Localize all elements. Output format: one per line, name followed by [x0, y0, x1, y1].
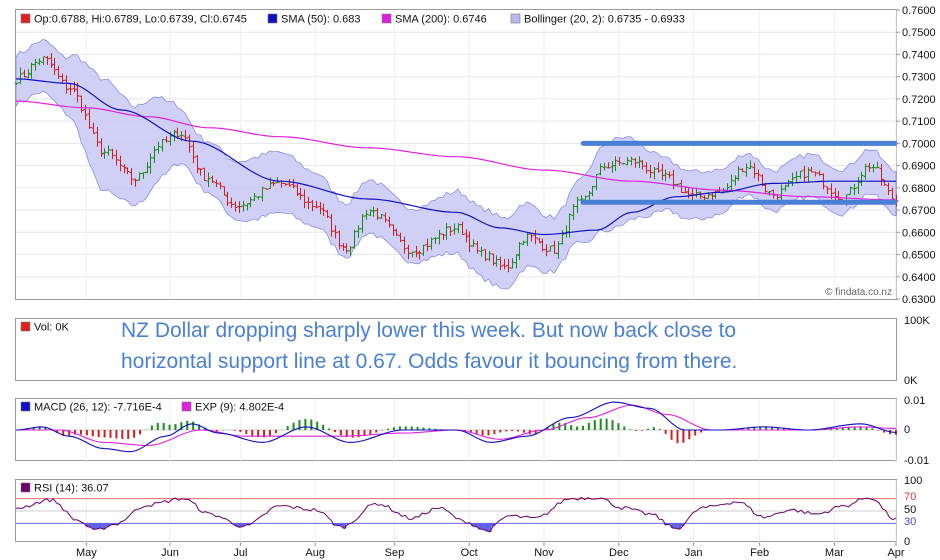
macd-tick-bottom: -0.01: [904, 455, 929, 467]
price-tick-label: 0.7300: [902, 72, 936, 84]
macd-tick-top: 0.01: [904, 395, 925, 407]
month-label: Jun: [161, 547, 179, 559]
month-label: Apr: [887, 547, 904, 559]
month-label: Aug: [305, 547, 325, 559]
macd-line: [15, 401, 897, 453]
rsi-tick-50: 50: [904, 504, 916, 516]
price-gridlines: [16, 10, 897, 299]
exp-legend-swatch: [181, 401, 192, 412]
rsi-legend-swatch: [20, 482, 31, 493]
rsi-legend-text: RSI (14): 36.07: [34, 483, 109, 495]
price-tick-label: 0.7400: [902, 49, 936, 61]
bollinger-band-area: [15, 38, 897, 290]
rsi-gridlines: [16, 480, 897, 542]
sma200-legend-swatch: [381, 13, 392, 24]
price-axis-ticks: 0.7600 0.7500 0.7400 0.7300 0.7200 0.7100 0.70…: [896, 5, 936, 306]
month-label: Jul: [233, 547, 247, 559]
month-label: May: [76, 547, 97, 559]
rsi-tick-30: 30: [904, 516, 916, 528]
month-label: Feb: [750, 547, 769, 559]
bollinger-legend-text: Bollinger (20, 2): 0.6735 - 0.6933: [524, 14, 685, 26]
rsi-line: [15, 496, 897, 533]
rsi-tick-100: 100: [904, 475, 922, 487]
sma50-legend-swatch: [267, 13, 278, 24]
sma50-line: [15, 78, 896, 236]
price-legend: Op:0.6788, Hi:0.6789, Lo:0.6739, Cl:0.67…: [20, 13, 685, 26]
sma200-line: [15, 100, 897, 201]
volume-legend-text: Vol: 0K: [34, 322, 70, 334]
macd-legend-text: MACD (26, 12): -7.716E-4: [34, 402, 162, 414]
sma50-legend-text: SMA (50): 0.683: [281, 14, 361, 26]
rsi-tick-70: 70: [904, 491, 916, 503]
macd-legend-swatch: [20, 401, 31, 412]
price-tick-label: 0.7200: [902, 94, 936, 106]
price-tick-label: 0.6700: [902, 205, 936, 217]
annotation-text: NZ Dollar dropping sharply lower this we…: [121, 319, 737, 373]
bollinger-legend-swatch: [510, 13, 521, 24]
macd-series: [15, 401, 897, 453]
annotation-line: horizontal support line at 0.67. Odds fa…: [121, 350, 737, 373]
month-label: Oct: [461, 547, 478, 559]
price-tick-label: 0.7100: [902, 116, 936, 128]
price-tick-label: 0.6500: [902, 250, 936, 262]
annotation-line: NZ Dollar dropping sharply lower this we…: [121, 319, 736, 342]
price-tick-label: 0.6900: [902, 161, 936, 173]
volume-legend-swatch: [20, 321, 31, 332]
month-label: Mar: [825, 547, 844, 559]
price-tick-label: 0.6800: [902, 183, 936, 195]
volume-tick-bottom: 0K: [904, 375, 918, 387]
price-tick-label: 0.6400: [902, 272, 936, 284]
month-label: Nov: [534, 547, 554, 559]
trendlines: [580, 140, 898, 205]
watermark: © findata.co.nz: [825, 287, 892, 298]
month-axis: May Jun Jul Aug Sep Oct Nov Dec Jan Feb Mar Apr: [76, 542, 905, 559]
rsi-series: [15, 496, 897, 533]
price-legend-text: Op:0.6788, Hi:0.6789, Lo:0.6739, Cl:0.67…: [34, 14, 247, 26]
volume-panel-frame: [15, 318, 897, 381]
month-label: Dec: [609, 547, 629, 559]
price-tick-label: 0.6300: [902, 294, 936, 306]
exp-legend-text: EXP (9): 4.802E-4: [195, 402, 284, 414]
moving-averages: [15, 78, 897, 236]
bollinger-band: [15, 38, 897, 290]
rsi-tick-0: 0: [904, 536, 910, 548]
price-tick-label: 0.7600: [902, 5, 936, 17]
month-label: Sep: [385, 547, 405, 559]
sma200-legend-text: SMA (200): 0.6746: [395, 14, 487, 26]
volume-tick-top: 100K: [904, 315, 930, 327]
price-tick-label: 0.7500: [902, 27, 936, 39]
month-label: Jan: [685, 547, 703, 559]
price-legend-swatch: [20, 13, 31, 24]
price-tick-label: 0.6600: [902, 227, 936, 239]
price-tick-label: 0.7000: [902, 138, 936, 150]
macd-tick-zero: 0: [904, 424, 910, 436]
